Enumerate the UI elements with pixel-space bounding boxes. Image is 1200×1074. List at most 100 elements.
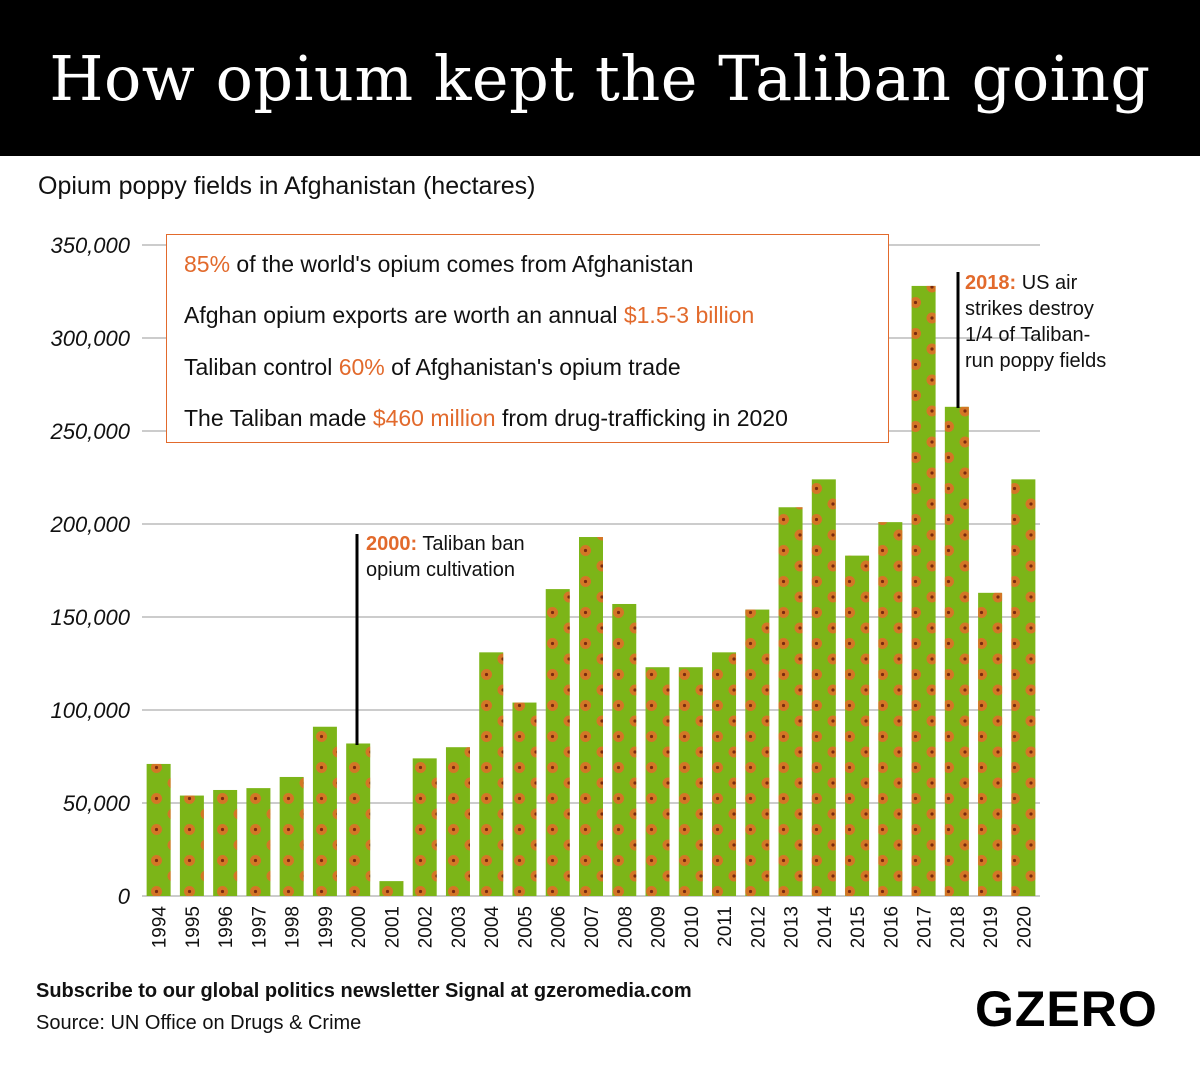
annotation-2000-year: 2000: (366, 533, 418, 555)
x-tick-label: 2009 (649, 906, 670, 948)
bar-2013 (778, 507, 803, 896)
page-title: How opium kept the Taliban going (49, 41, 1151, 115)
bar-poppy-pattern (312, 726, 337, 896)
x-tick-label: 2016 (881, 906, 902, 948)
x-tick-label: 2013 (782, 906, 803, 948)
annotation-2000-text1: Taliban ban (417, 533, 525, 555)
x-tick-label: 1996 (216, 906, 237, 948)
bar-poppy-pattern (612, 603, 637, 896)
x-tick-label: 2003 (449, 906, 470, 948)
x-tick-label: 2001 (382, 906, 403, 948)
bar-poppy-pattern (479, 652, 504, 896)
bar-poppy-pattern (512, 702, 537, 896)
fact-3: Taliban control 60% of Afghanistan's opi… (184, 354, 681, 381)
chart-title: Opium poppy fields in Afghanistan (hecta… (38, 172, 536, 200)
fact-4-post: from drug-trafficking in 2020 (495, 405, 788, 431)
bar-poppy-pattern (346, 743, 371, 896)
bar-1994 (146, 763, 171, 896)
annotation-2018-year: 2018: (965, 272, 1017, 294)
bar-2017 (911, 285, 936, 896)
bar-poppy-pattern (745, 609, 770, 896)
x-tick-label: 2014 (815, 906, 836, 949)
fact-3-post: of Afghanistan's opium trade (384, 354, 681, 380)
bar-2011 (712, 652, 737, 896)
bar-2009 (645, 667, 670, 896)
y-tick-label: 350,000 (50, 233, 130, 258)
x-tick-label: 2015 (848, 906, 869, 948)
bar-poppy-pattern (911, 285, 936, 896)
annotation-2018-text1: US air (1016, 272, 1078, 294)
fact-4-pre: The Taliban made (184, 405, 373, 431)
bar-2002 (412, 758, 437, 896)
bar-2014 (811, 479, 836, 896)
bar-poppy-pattern (146, 763, 171, 896)
annotation-2000-line1: 2000: Taliban ban (366, 531, 525, 557)
x-tick-label: 2020 (1014, 906, 1035, 948)
bar-poppy-pattern (445, 747, 470, 896)
bar-poppy-pattern (379, 881, 404, 896)
x-tick-label: 2012 (748, 906, 769, 948)
x-tick-label: 2004 (482, 906, 503, 949)
title-banner: How opium kept the Taliban going (0, 0, 1200, 156)
x-tick-label: 2007 (582, 906, 603, 948)
annotation-2018-line1: 2018: US air (965, 270, 1106, 296)
y-axis-ticks: 0 50,000 100,000 150,000 200,000 250,000 300,0… (49, 233, 130, 909)
bar-poppy-pattern (246, 788, 271, 896)
bar-1997 (246, 788, 271, 896)
bar-poppy-pattern (712, 652, 737, 896)
bar-1996 (213, 789, 238, 896)
bar-poppy-pattern (579, 537, 603, 896)
bar-poppy-pattern (878, 522, 903, 896)
bar-poppy-pattern (944, 406, 969, 896)
bar-2012 (745, 609, 770, 896)
bar-1998 (279, 776, 304, 896)
bar-2015 (845, 555, 870, 896)
x-tick-label: 2018 (948, 906, 969, 948)
x-tick-label: 1998 (283, 906, 304, 948)
fact-2-text: Afghan opium exports are worth an annual (184, 302, 624, 328)
x-tick-label: 2019 (981, 906, 1002, 948)
x-tick-label: 2006 (549, 906, 570, 948)
annotation-2018-text3: 1/4 of Taliban- (965, 324, 1091, 346)
annotation-2000-text2: opium cultivation (366, 559, 515, 581)
bar-poppy-pattern (412, 758, 437, 896)
fact-1-text: of the world's opium comes from Afghanis… (230, 251, 694, 277)
bar-2000 (346, 743, 371, 896)
fact-1: 85% of the world's opium comes from Afgh… (184, 251, 693, 278)
bar-1999 (312, 726, 337, 896)
y-tick-label: 0 (118, 884, 131, 909)
bar-poppy-pattern (645, 667, 670, 896)
bar-poppy-pattern (811, 479, 836, 896)
bar-poppy-pattern (1011, 479, 1036, 896)
y-tick-label: 250,000 (49, 419, 130, 444)
bar-2004 (479, 652, 504, 896)
bar-poppy-pattern (778, 507, 803, 896)
bar-2019 (978, 592, 1003, 896)
y-tick-label: 100,000 (50, 698, 130, 723)
fact-2-highlight: $1.5-3 billion (623, 302, 755, 328)
y-tick-label: 300,000 (50, 326, 130, 351)
annotation-2018: 2018: US air strikes destroy 1/4 of Tali… (965, 270, 1106, 374)
x-tick-label: 2010 (682, 906, 703, 948)
x-tick-label: 1997 (249, 906, 270, 948)
annotation-2000: 2000: Taliban ban opium cultivation (366, 531, 525, 583)
fact-4: The Taliban made $460 million from drug-… (184, 405, 788, 432)
subscribe-note: Subscribe to our global politics newslet… (36, 980, 692, 1002)
fact-2: Afghan opium exports are worth an annual… (184, 302, 754, 329)
facts-box: 85% of the world's opium comes from Afgh… (166, 234, 889, 443)
fact-4-highlight: $460 million (372, 405, 496, 431)
x-tick-label: 1999 (316, 906, 337, 948)
bar-poppy-pattern (545, 589, 570, 896)
x-tick-label: 2005 (515, 906, 536, 948)
source-note: Source: UN Office on Drugs & Crime (36, 1012, 362, 1034)
bar-2006 (545, 589, 570, 896)
bar-poppy-pattern (845, 555, 870, 896)
y-tick-label: 150,000 (50, 605, 130, 630)
bar-2005 (512, 702, 537, 896)
x-tick-label: 2000 (349, 906, 370, 948)
annotation-2018-text2: strikes destroy (965, 298, 1094, 320)
y-tick-label: 200,000 (49, 512, 130, 537)
annotation-2018-text4: run poppy fields (965, 350, 1107, 372)
fact-1-highlight: 85% (184, 251, 231, 277)
bar-2020 (1011, 479, 1036, 896)
